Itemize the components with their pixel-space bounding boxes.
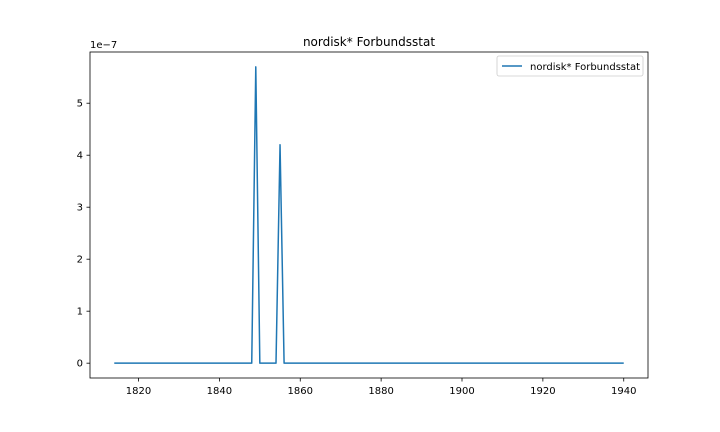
y-tick-label: 5 <box>77 99 83 110</box>
x-tick-label: 1940 <box>611 386 636 397</box>
x-tick-label: 1880 <box>368 386 393 397</box>
x-tick-label: 1840 <box>207 386 232 397</box>
series-line <box>114 66 624 364</box>
y-tick-label: 2 <box>77 255 83 266</box>
legend-label: nordisk* Forbundsstat <box>530 62 640 73</box>
x-tick-label: 1860 <box>288 386 313 397</box>
y-tick-label: 0 <box>77 359 83 370</box>
x-tick-label: 1820 <box>126 386 151 397</box>
y-tick-label: 3 <box>77 203 83 214</box>
series-layer <box>114 66 624 364</box>
y-tick-label: 1 <box>77 307 83 318</box>
plot-area-frame <box>89 51 649 379</box>
x-tick-label: 1900 <box>449 386 474 397</box>
legend-frame <box>496 55 644 77</box>
y-offset-label: 1e−7 <box>90 40 117 51</box>
chart-title: nordisk* Forbundsstat <box>303 35 435 49</box>
legend: nordisk* Forbundsstat <box>496 55 644 77</box>
y-tick-label: 4 <box>77 151 83 162</box>
axis-ticks: 1820 1840 1860 1880 1900 1920 1940 0 1 2 3 4 5 <box>77 99 637 397</box>
x-tick-label: 1920 <box>530 386 555 397</box>
